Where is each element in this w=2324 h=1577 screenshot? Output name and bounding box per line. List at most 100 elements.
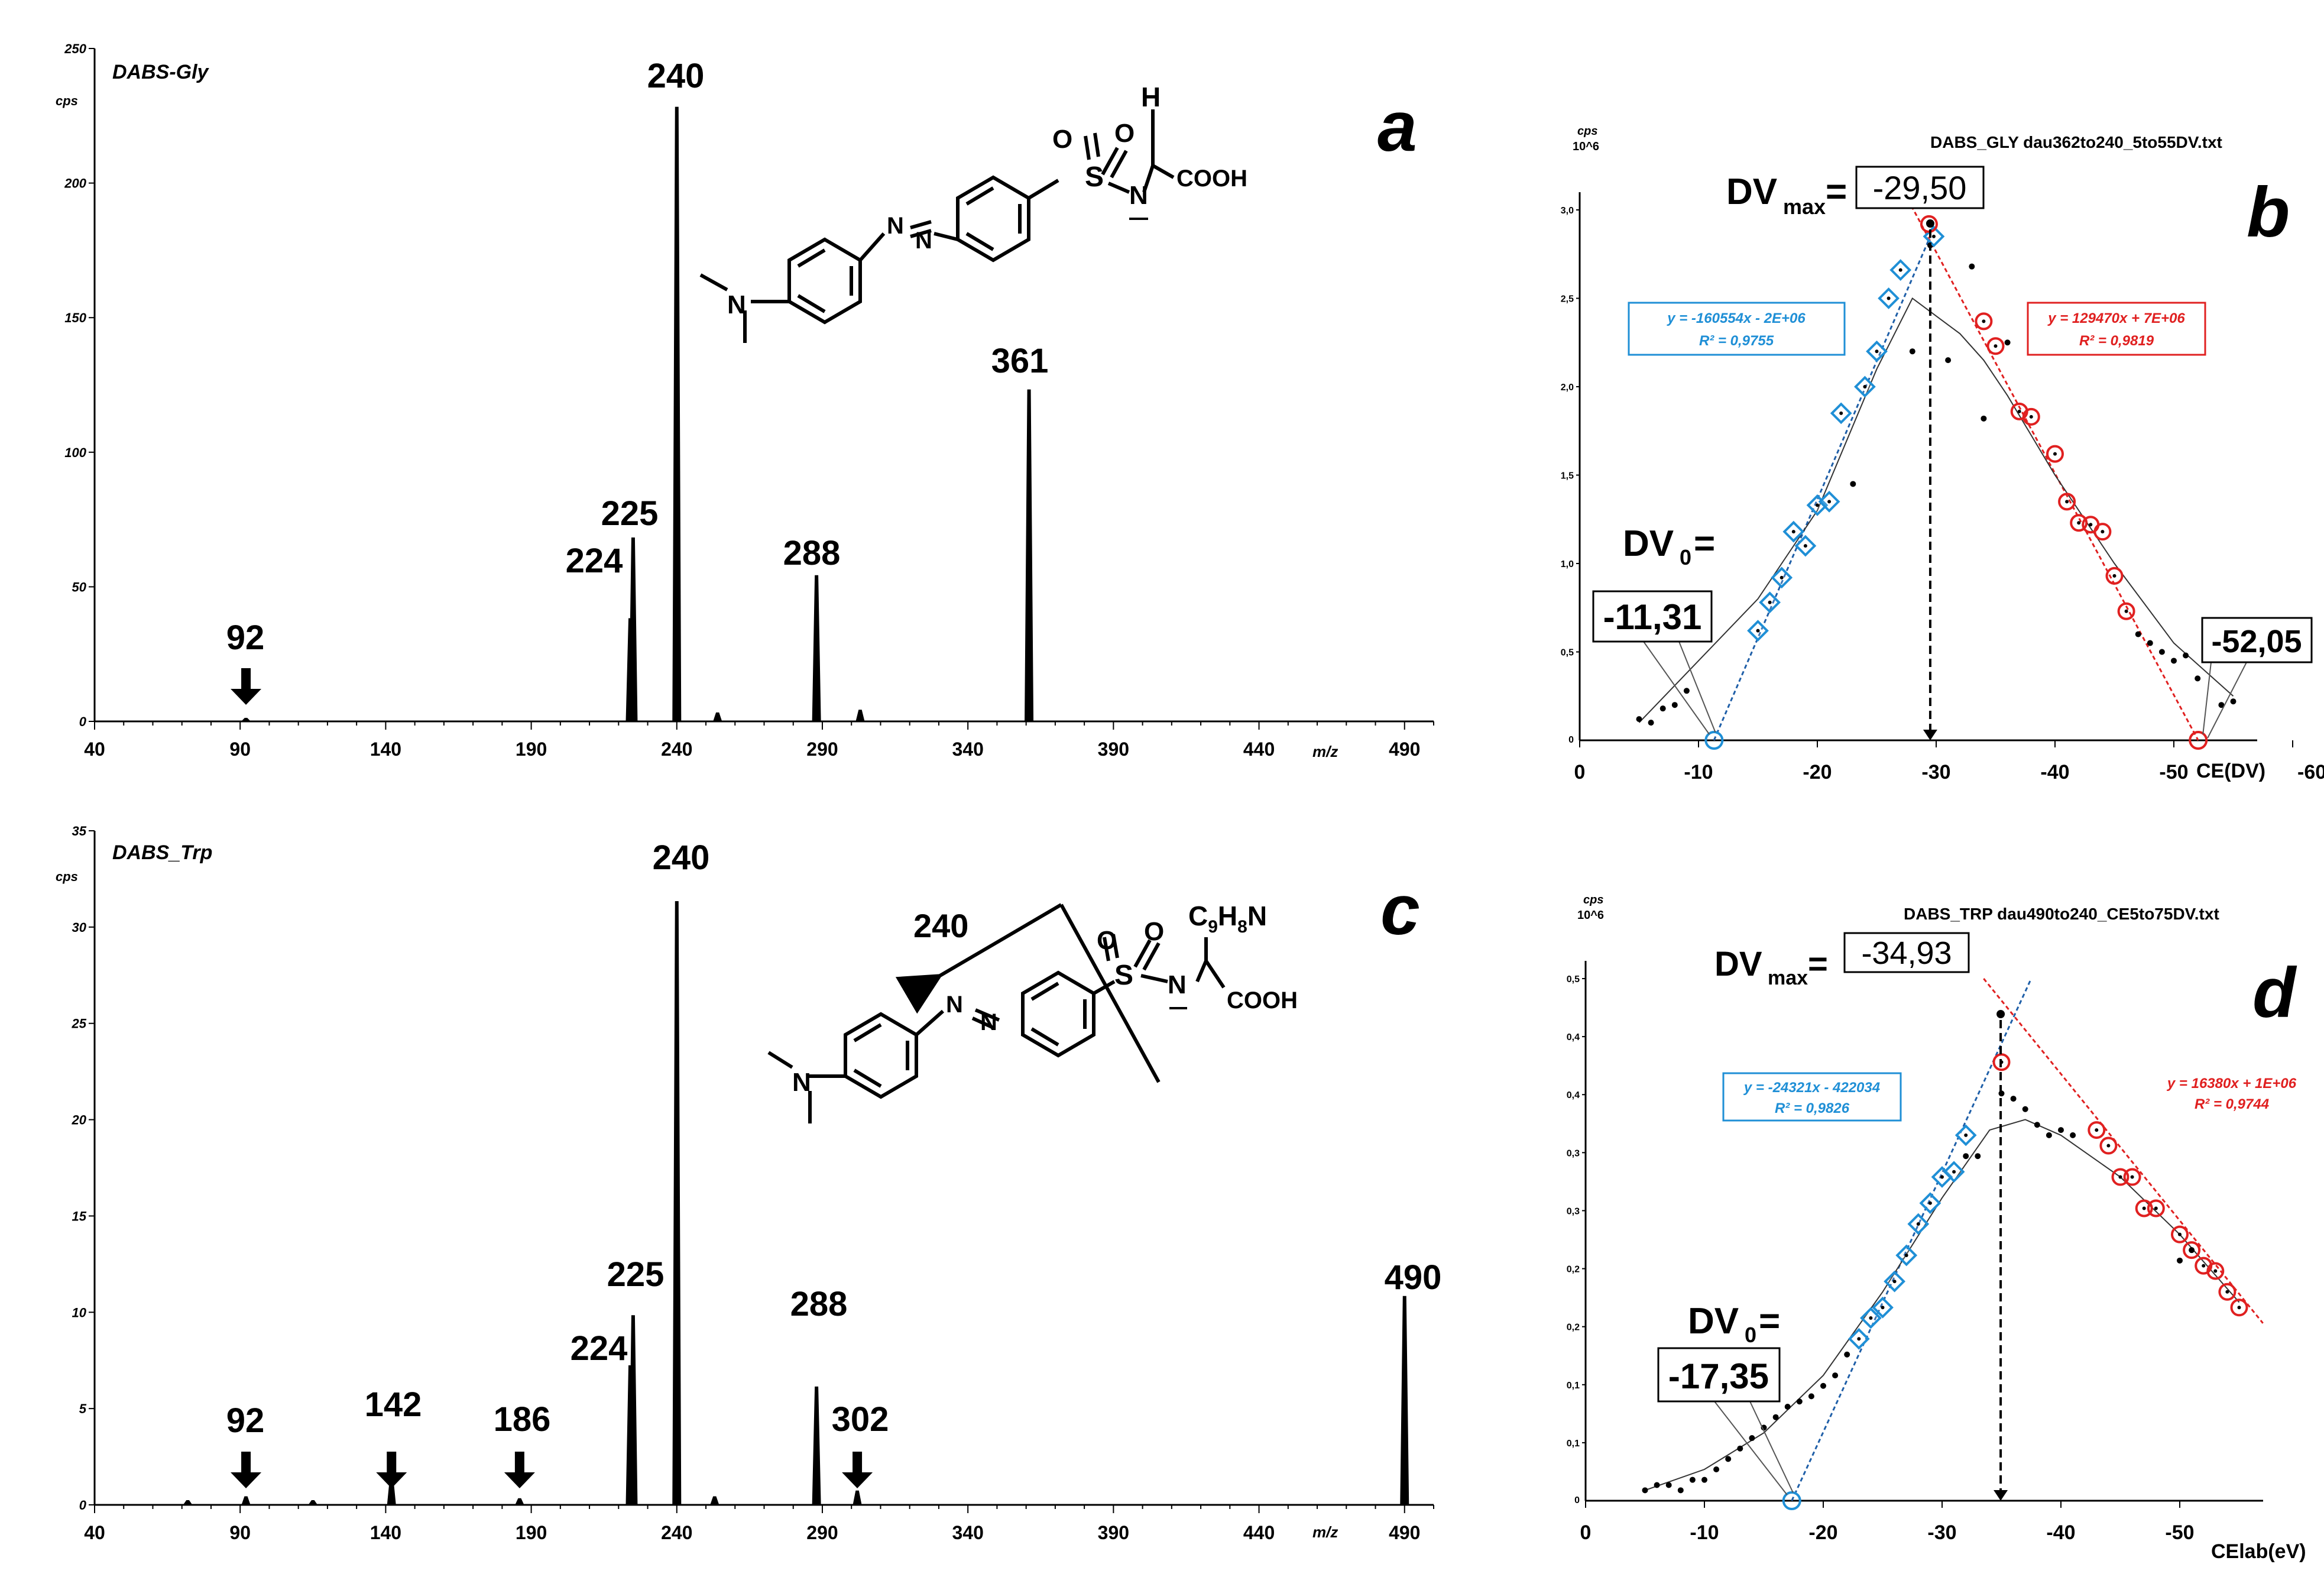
panel-b-yunit: 10^6 (1573, 140, 1599, 153)
data-point (1981, 415, 1987, 422)
dvmax-arrowhead (1994, 1490, 2008, 1501)
x-tick-label: 190 (516, 1522, 547, 1543)
blue-marker-center (1756, 629, 1760, 633)
structure-a-labels: N N N O O S N H COOH (727, 82, 1247, 319)
structure-c-cooh: COOH (1227, 987, 1298, 1013)
dv0-leader (1714, 1401, 1788, 1495)
panel-d-dvmax-eq: = (1808, 945, 1828, 983)
data-point (1784, 1404, 1791, 1410)
structure-c-fragment-label: 240 (913, 907, 968, 944)
data-point (2183, 652, 2189, 659)
red-fit-line (1983, 978, 2264, 1324)
panel-b-ylabel: cps (1577, 125, 1597, 138)
red-marker-center (2225, 1290, 2229, 1294)
red-marker (2183, 1241, 2201, 1259)
structure-a-azo-n1: N (887, 213, 904, 239)
data-point (1772, 1414, 1779, 1420)
structure-c-o2: O (1144, 917, 1164, 946)
panel-d-dv0-sub: 0 (1745, 1323, 1756, 1347)
red-marker (2088, 1121, 2106, 1139)
peak-label-225: 225 (601, 494, 659, 533)
red-marker (2105, 566, 2124, 585)
trend-line (1638, 297, 2234, 723)
panel-c-xlabel: m/z (1312, 1523, 1338, 1541)
data-point (1659, 705, 1666, 712)
data-point (1945, 357, 1952, 364)
peak-label-240: 240 (653, 838, 710, 877)
y-tick-label: 0,1 (1567, 1439, 1580, 1449)
peak-253 (710, 1496, 719, 1505)
x-tick-label: -40 (2046, 1521, 2075, 1544)
red-marker-center (1982, 319, 1986, 323)
panel-b-blue-fit-box: y = -160554x - 2E+06 R² = 0,9755 (1628, 302, 1846, 356)
data-point (1975, 1153, 1981, 1160)
y-tick-label: 10 (72, 1305, 87, 1320)
y-tick-label: 5 (79, 1401, 87, 1416)
panel-b-dv0: DV 0 = -11,31 (1592, 523, 1715, 643)
y-tick-label: 2,5 (1561, 294, 1574, 305)
red-marker (2093, 523, 2112, 541)
red-marker-center (2118, 1175, 2122, 1179)
structure-c-azo-n2: N (980, 1009, 997, 1035)
panel-b-dvmax-sub: max (1783, 195, 1826, 219)
x-tick-label: 0 (1580, 1521, 1592, 1544)
red-marker-center (2112, 574, 2116, 578)
red-marker-center (2065, 500, 2069, 504)
red-marker (2135, 1199, 2153, 1217)
red-marker (2206, 1262, 2225, 1280)
blue-marker-center (1791, 530, 1795, 534)
red-marker (2123, 1168, 2141, 1186)
arrow-302 (842, 1452, 873, 1488)
red-marker-center (2142, 1206, 2146, 1210)
panel-b-dv0-value: -11,31 (1603, 597, 1702, 637)
red-marker (2218, 1283, 2237, 1301)
panel-d-blue-eq: y = -24321x - 422034 (1743, 1080, 1880, 1096)
panel-d-xlabel: CElab(eV) (2211, 1540, 2306, 1563)
x-tick-label: 490 (1389, 1522, 1420, 1543)
y-tick-label: 250 (64, 41, 86, 56)
data-point (1963, 1153, 1969, 1160)
data-point (1648, 720, 1654, 726)
peak-225 (628, 1315, 638, 1505)
data-point (1636, 716, 1642, 723)
data-point (2195, 675, 2201, 682)
data-point (1761, 1424, 1767, 1431)
structure-dabs-trp (767, 903, 1226, 1123)
red-marker (2171, 1225, 2189, 1244)
red-marker-center (2124, 609, 2128, 613)
data-point (1701, 1476, 1707, 1483)
panel-a-axes: 40 90 140 190 240 290 340 390 440 490 0 50 100 150 200… (64, 41, 1434, 760)
panel-a: 40 90 140 190 240 290 340 390 440 490 0 50 100 150 200… (56, 41, 1434, 760)
blue-marker-center (1857, 1337, 1861, 1341)
panel-d-blue-r2: R² = 0,9826 (1775, 1100, 1850, 1116)
x-tick-label: -60 (2297, 761, 2324, 783)
peak-label-225: 225 (607, 1255, 665, 1294)
panel-d-ylabel: cps (1583, 893, 1603, 906)
x-tick-label: -30 (1921, 761, 1950, 783)
red-marker-center (2053, 452, 2057, 456)
y-tick-label: 0,1 (1567, 1381, 1580, 1391)
peak-label-92: 92 (226, 1401, 265, 1440)
panel-c-axes: 40 90 140 190 240 290 340 390 440 490 0 5 10 15 20 25 30… (72, 824, 1434, 1543)
y-tick-label: 100 (64, 445, 86, 460)
blue-marker-center (1827, 500, 1832, 504)
data-point (2010, 1096, 2017, 1102)
x-tick-label: 390 (1098, 739, 1129, 760)
peak-92 (241, 717, 251, 723)
peak-288 (812, 1386, 821, 1505)
data-point (1844, 1351, 1850, 1358)
data-point (1665, 1482, 1672, 1488)
blue-marker-center (1928, 1201, 1932, 1205)
red-marker-center (2106, 1144, 2111, 1148)
peak-186 (515, 1498, 524, 1505)
data-point (2230, 698, 2237, 705)
x-tick-label: 40 (84, 1522, 105, 1543)
peak-225 (628, 537, 638, 722)
data-point (2158, 649, 2165, 655)
blue-fit-line (1713, 236, 1931, 741)
structure-a-azo-n2: N (915, 228, 932, 254)
y-tick-label: 0 (79, 714, 87, 729)
panel-a-peaks (241, 106, 1034, 723)
structure-a-h: H (1141, 82, 1161, 112)
